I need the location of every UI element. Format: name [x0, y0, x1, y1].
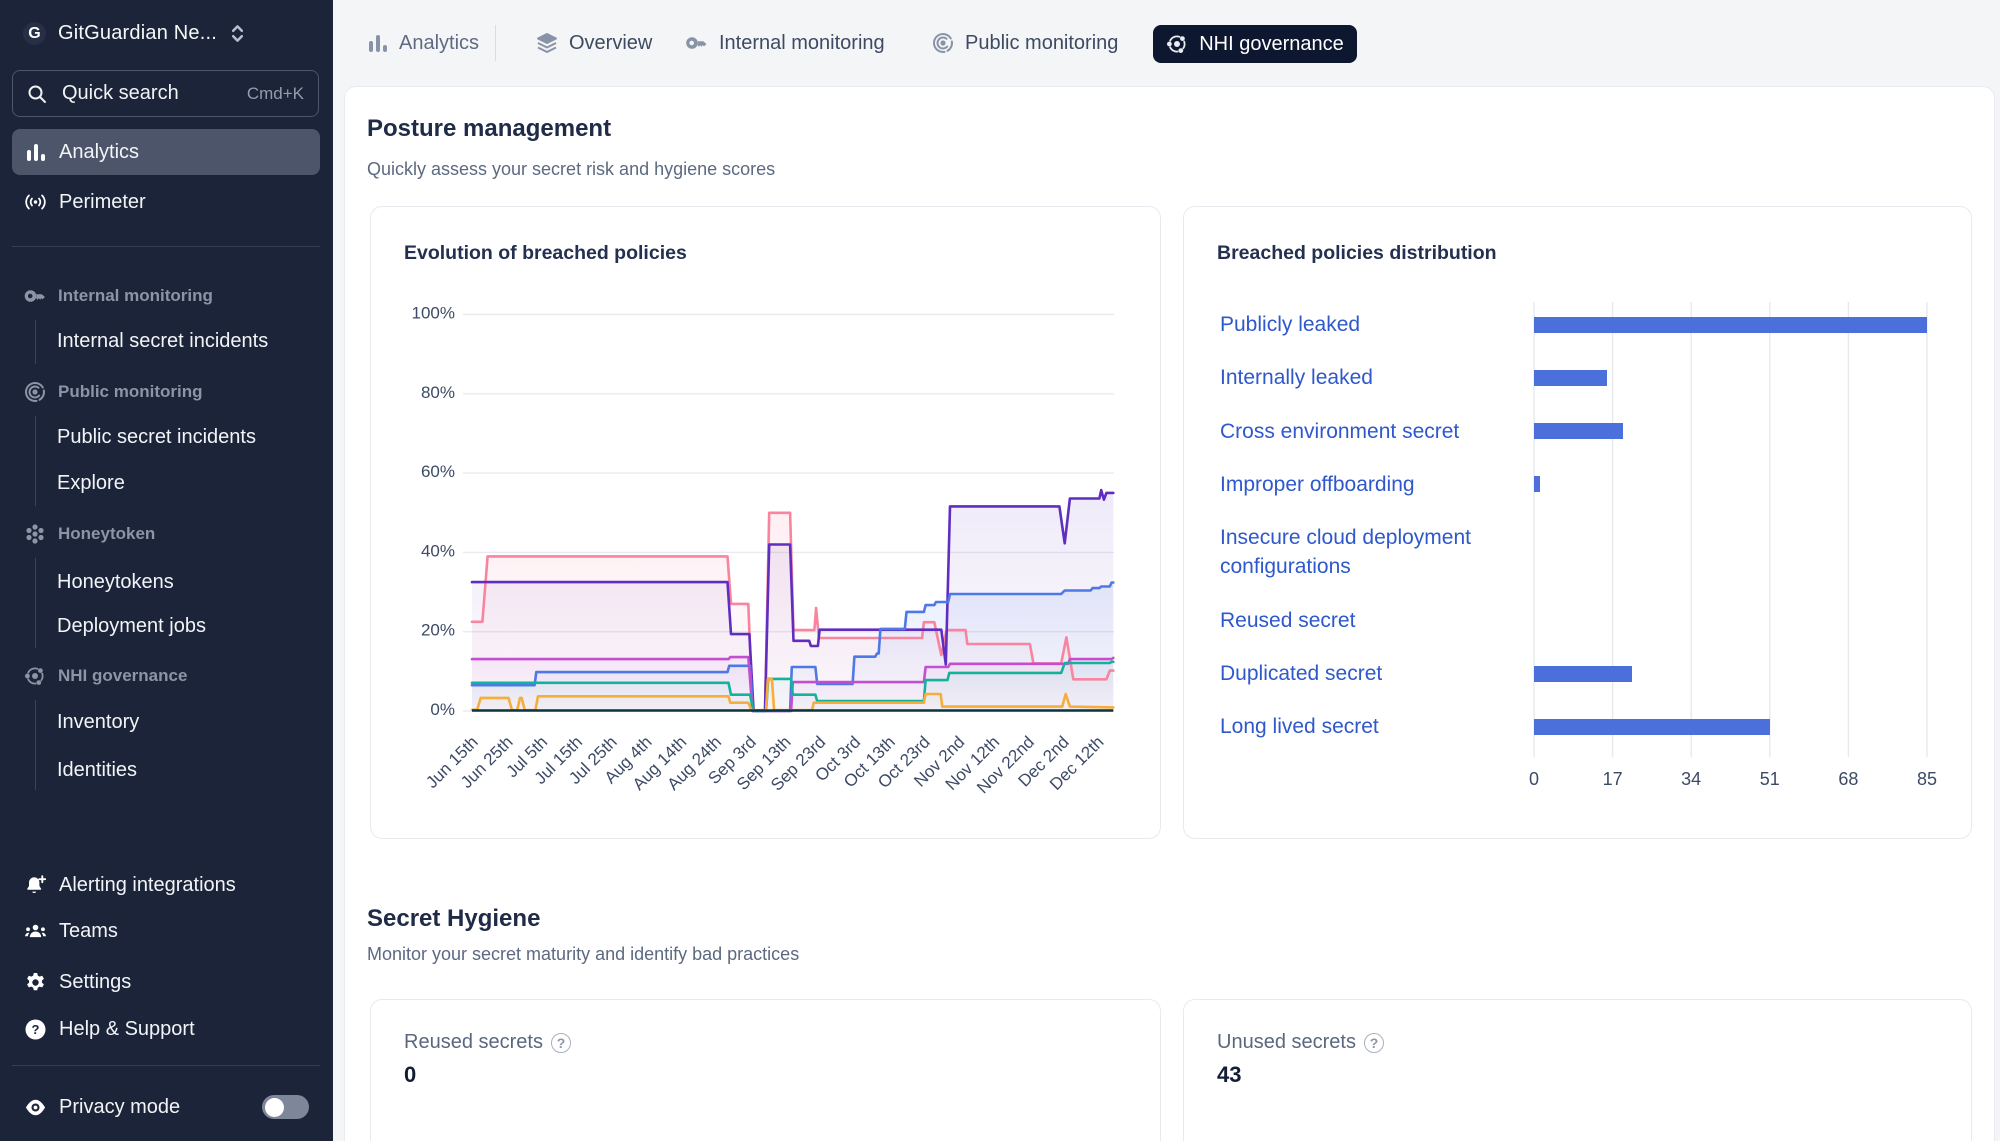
- svg-text:Publicly leaked: Publicly leaked: [1220, 313, 1360, 336]
- svg-text:Long lived secret: Long lived secret: [1220, 715, 1379, 738]
- svg-text:Cross environment secret: Cross environment secret: [1220, 420, 1459, 443]
- svg-text:51: 51: [1760, 769, 1780, 789]
- svg-text:85: 85: [1917, 769, 1937, 789]
- svg-text:40%: 40%: [421, 541, 455, 560]
- svg-text:0%: 0%: [430, 700, 455, 719]
- svg-text:20%: 20%: [421, 621, 455, 640]
- svg-text:Improper offboarding: Improper offboarding: [1220, 473, 1415, 496]
- svg-text:Reused secret: Reused secret: [1220, 609, 1356, 632]
- svg-text:?: ?: [32, 1022, 40, 1037]
- svg-text:Internally leaked: Internally leaked: [1220, 366, 1373, 389]
- svg-text:0: 0: [1529, 769, 1539, 789]
- svg-text:100%: 100%: [412, 304, 455, 323]
- svg-text:Duplicated secret: Duplicated secret: [1220, 662, 1382, 685]
- svg-text:Insecure cloud deployment: Insecure cloud deployment: [1220, 526, 1471, 549]
- svg-text:68: 68: [1838, 769, 1858, 789]
- svg-text:60%: 60%: [421, 462, 455, 481]
- svg-text:configurations: configurations: [1220, 555, 1351, 578]
- svg-text:80%: 80%: [421, 383, 455, 402]
- svg-text:34: 34: [1681, 769, 1701, 789]
- svg-text:17: 17: [1603, 769, 1623, 789]
